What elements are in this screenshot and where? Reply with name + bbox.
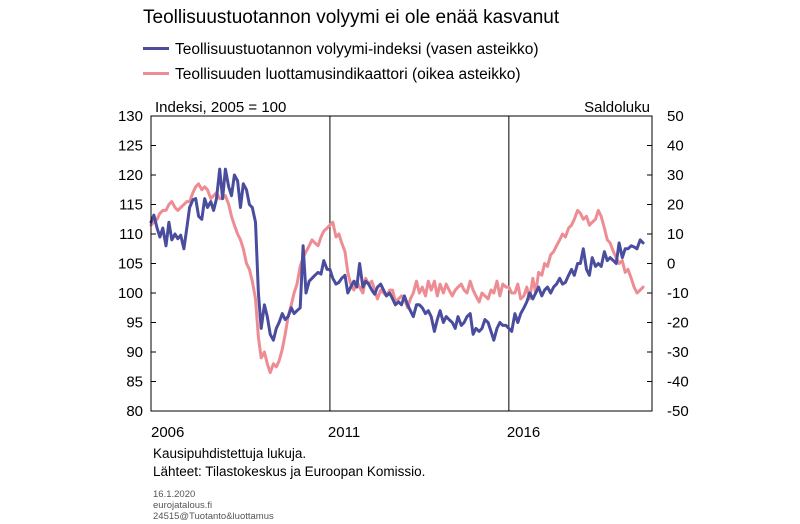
- x-tick-label: 2011: [328, 424, 360, 441]
- legend-label-confidence-indicator: Teollisuuden luottamusindikaattori (oike…: [175, 66, 521, 83]
- left-tick-label: 125: [118, 138, 143, 155]
- left-tick-label: 95: [126, 315, 143, 332]
- right-axis-label: Saldoluku: [584, 99, 650, 116]
- left-tick-label: 105: [118, 256, 143, 273]
- right-tick-label: 40: [667, 138, 684, 155]
- x-tick-label: 2016: [507, 424, 540, 441]
- right-tick-label: 0: [667, 256, 675, 273]
- left-tick-label: 130: [118, 108, 143, 125]
- left-tick-label: 100: [118, 285, 143, 302]
- left-axis-label: Indeksi, 2005 = 100: [155, 99, 286, 116]
- left-tick-label: 90: [126, 344, 143, 361]
- note-seasonally-adjusted: Kausipuhdistettuja lukuja.: [153, 446, 307, 461]
- right-tick-label: -50: [667, 403, 689, 420]
- x-tick-label: 2006: [151, 424, 184, 441]
- right-tick-label: 30: [667, 167, 684, 184]
- legend-entry-confidence-indicator: Teollisuuden luottamusindikaattori (oike…: [143, 66, 521, 84]
- left-tick-label: 115: [119, 197, 143, 214]
- note-sources: Lähteet: Tilastokeskus ja Euroopan Komis…: [153, 464, 426, 479]
- right-tick-label: 50: [667, 108, 684, 125]
- legend-label-volume-index: Teollisuustuotannon volyymi-indeksi (vas…: [175, 41, 539, 58]
- series-line-volume-index: [149, 167, 645, 342]
- legend-swatch-volume-index: [143, 47, 169, 51]
- right-tick-label: -20: [667, 315, 689, 332]
- footer-date: 16.1.2020: [153, 489, 196, 500]
- legend-swatch-confidence-indicator: [143, 72, 169, 76]
- right-tick-label: 20: [667, 197, 684, 214]
- left-tick-label: 120: [118, 167, 143, 184]
- series-line-confidence-indicator: [149, 182, 645, 375]
- legend-entry-volume-index: Teollisuustuotannon volyymi-indeksi (vas…: [143, 41, 539, 59]
- right-tick-label: 10: [667, 226, 684, 243]
- right-tick-label: -10: [667, 285, 689, 302]
- chart-title: Teollisuustuotannon volyymi ei ole enää …: [143, 7, 560, 28]
- right-tick-label: -40: [667, 374, 689, 391]
- footer-code: 24515@Tuotanto&luottamus: [153, 511, 274, 522]
- left-tick-label: 80: [126, 403, 143, 420]
- footer-site: eurojatalous.fi: [153, 500, 213, 511]
- left-tick-label: 85: [126, 374, 143, 391]
- right-tick-label: -30: [667, 344, 689, 361]
- left-tick-label: 110: [119, 226, 143, 243]
